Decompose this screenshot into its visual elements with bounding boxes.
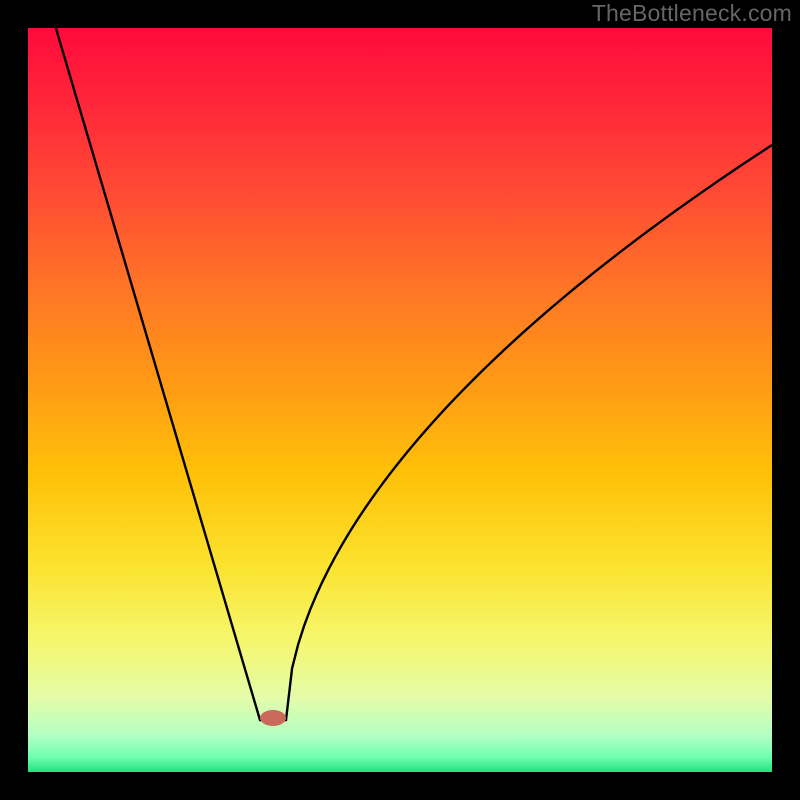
optimal-point-marker [260, 710, 286, 726]
watermark-label: TheBottleneck.com [592, 0, 792, 27]
plot-background [28, 28, 772, 772]
chart-container: TheBottleneck.com [0, 0, 800, 800]
bottleneck-chart [0, 0, 800, 800]
